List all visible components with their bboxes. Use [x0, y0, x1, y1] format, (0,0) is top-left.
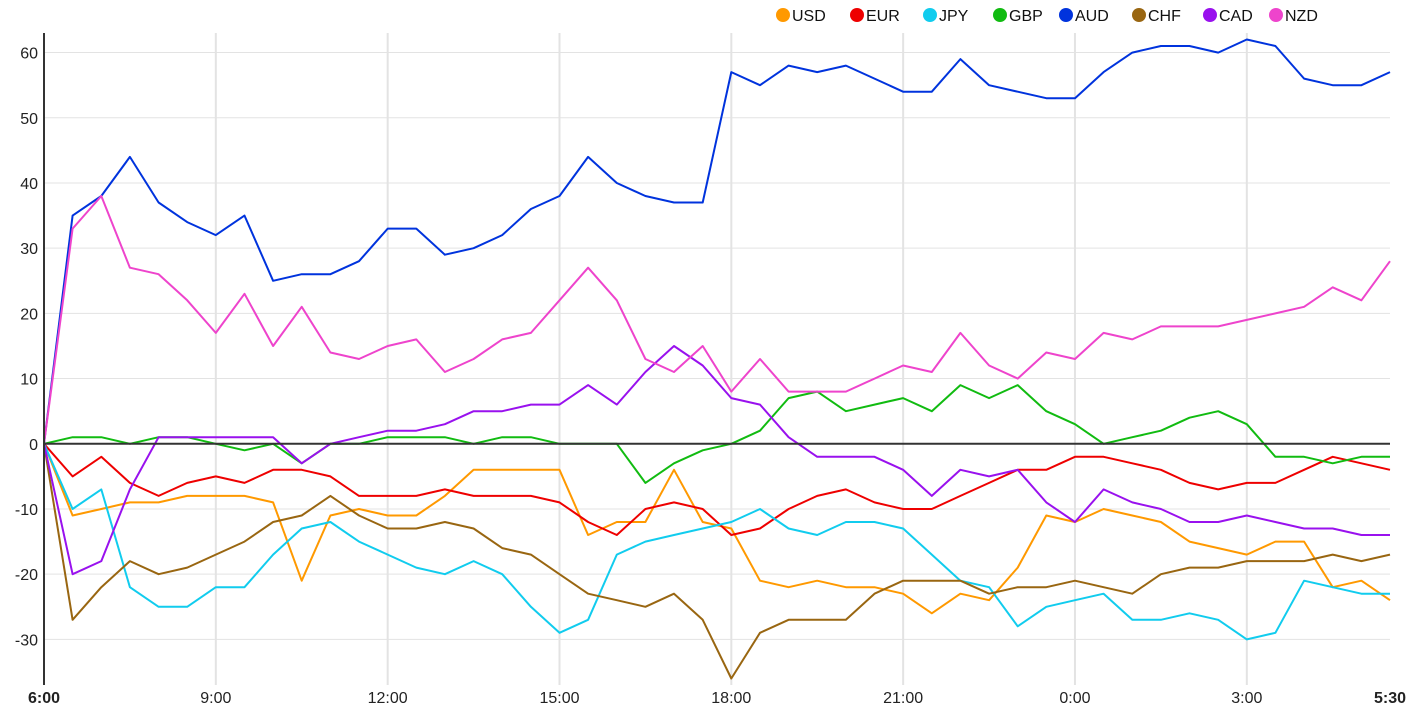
series-line-aud [43, 38, 1391, 444]
series-lines [43, 38, 1391, 680]
series-line-usd [43, 443, 1391, 615]
y-tick-label: 10 [20, 372, 38, 389]
legend-label: GBP [1009, 8, 1043, 25]
legend-swatch [1059, 8, 1073, 22]
y-axis-ticks: -30 -20 -10 0 10 20 30 40 50 60 [15, 46, 38, 650]
legend-swatch [1203, 8, 1217, 22]
x-tick-label: 15:00 [539, 690, 579, 707]
x-axis-ticks: 6:00 9:00 12:00 15:00 18:00 21:00 0:00 3:00 5:30 [28, 690, 1406, 707]
legend-item-eur: EUR [850, 8, 900, 25]
y-tick-label: -30 [15, 632, 38, 649]
legend-label: USD [792, 8, 826, 25]
legend-swatch [850, 8, 864, 22]
legend-swatch [1269, 8, 1283, 22]
series-line-jpy [43, 443, 1390, 641]
series-line-nzd [43, 195, 1391, 444]
legend-label: CHF [1148, 8, 1181, 25]
legend-item-nzd: NZD [1269, 8, 1318, 25]
grid [44, 33, 1390, 685]
legend-item-gbp: GBP [993, 8, 1043, 25]
y-tick-label: 20 [20, 306, 38, 323]
x-tick-label: 0:00 [1059, 690, 1090, 707]
legend: USD EUR JPY GBP AUD CHF CAD NZD [776, 8, 1318, 25]
series-line-chf [43, 443, 1391, 680]
x-tick-label: 21:00 [883, 690, 923, 707]
legend-item-chf: CHF [1132, 8, 1181, 25]
x-tick-label: 12:00 [368, 690, 408, 707]
y-tick-label: 50 [20, 111, 38, 128]
legend-label: CAD [1219, 8, 1253, 25]
series-line-cad [43, 345, 1390, 576]
legend-label: EUR [866, 8, 900, 25]
y-tick-label: 0 [29, 437, 38, 454]
x-tick-label: 3:00 [1231, 690, 1262, 707]
legend-item-cad: CAD [1203, 8, 1253, 25]
legend-label: AUD [1075, 8, 1109, 25]
x-tick-label: 5:30 [1374, 690, 1406, 707]
legend-swatch [776, 8, 790, 22]
legend-swatch [923, 8, 937, 22]
legend-item-aud: AUD [1059, 8, 1109, 25]
y-tick-label: 40 [20, 176, 38, 193]
legend-item-usd: USD [776, 8, 826, 25]
y-tick-label: 60 [20, 46, 38, 63]
legend-swatch [993, 8, 1007, 22]
axes [43, 33, 1390, 685]
legend-label: JPY [939, 8, 969, 25]
y-tick-label: 30 [20, 241, 38, 258]
x-tick-label: 6:00 [28, 690, 60, 707]
legend-label: NZD [1285, 8, 1318, 25]
series-line-gbp [43, 384, 1390, 484]
legend-item-jpy: JPY [923, 8, 969, 25]
series-line-eur [43, 443, 1391, 536]
legend-swatch [1132, 8, 1146, 22]
x-tick-label: 9:00 [200, 690, 231, 707]
x-tick-label: 18:00 [711, 690, 751, 707]
y-tick-label: -20 [15, 567, 38, 584]
y-tick-label: -10 [15, 502, 38, 519]
